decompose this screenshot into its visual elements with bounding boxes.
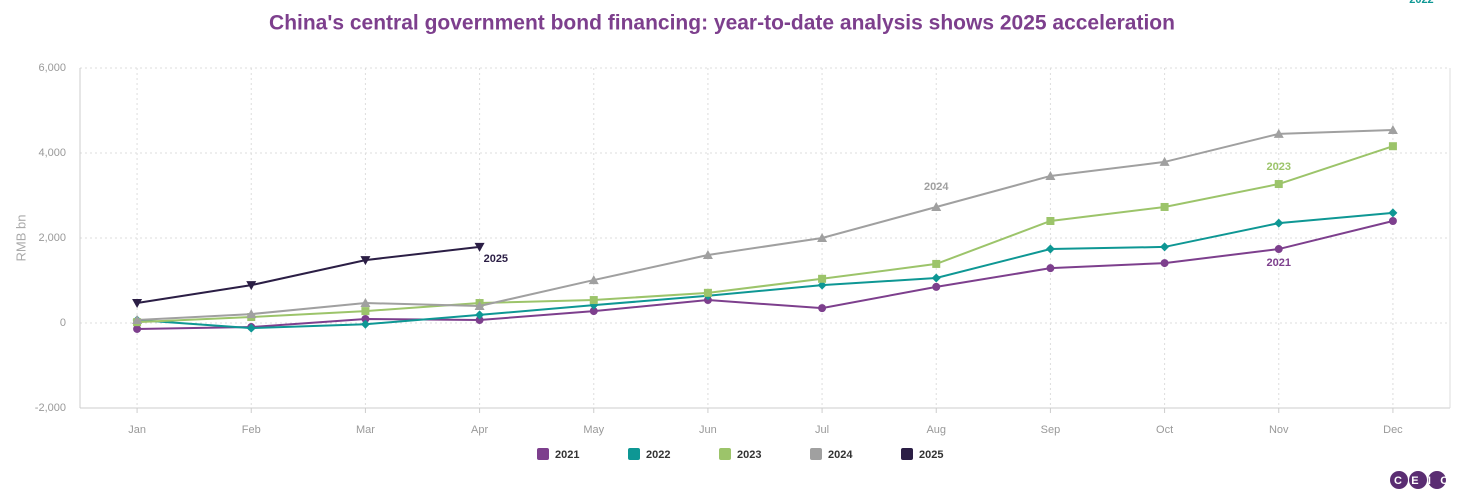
chart-title: China's central government bond financin… — [269, 12, 1175, 35]
legend-label: 2025 — [919, 449, 943, 461]
point — [1045, 170, 1056, 180]
point — [1046, 217, 1055, 225]
point — [1387, 125, 1398, 135]
x-tick-label: Dec — [1383, 424, 1403, 436]
point — [931, 273, 941, 283]
series-line — [137, 129, 1393, 322]
point — [1274, 180, 1283, 189]
legend-swatch — [628, 448, 640, 460]
point — [1046, 264, 1055, 273]
x-tick-label: Sep — [1041, 424, 1061, 436]
point — [1045, 244, 1055, 254]
point — [1159, 156, 1170, 166]
legend-swatch — [810, 448, 822, 460]
point — [1274, 218, 1284, 228]
point — [1388, 142, 1397, 151]
point — [132, 315, 143, 325]
x-tick-label: Jan — [128, 424, 146, 436]
x-tick-label: Oct — [1156, 424, 1173, 436]
x-tick-label: May — [583, 424, 604, 436]
point — [1388, 217, 1397, 225]
point — [932, 282, 941, 291]
x-tick-label: Nov — [1269, 424, 1289, 436]
logo-text: CEIC — [1394, 475, 1457, 487]
series-label: 2025 — [484, 253, 508, 265]
point — [246, 323, 256, 333]
point — [360, 298, 371, 308]
logo-dot — [1409, 471, 1427, 489]
series-line — [137, 220, 1394, 330]
point — [246, 281, 257, 291]
x-tick-label: Jul — [815, 424, 829, 436]
point — [1160, 259, 1169, 268]
point — [360, 319, 370, 329]
point — [475, 310, 485, 320]
point — [474, 242, 485, 252]
logo: CEIC — [1390, 471, 1457, 489]
legend-label: 2022 — [646, 449, 670, 461]
y-axis-label: RMB bn — [13, 215, 28, 262]
y-tick-label: 6,000 — [38, 62, 66, 74]
y-tick-label: 0 — [60, 317, 66, 329]
point — [133, 324, 142, 333]
point — [1274, 245, 1283, 254]
legend-swatch — [719, 448, 731, 460]
x-tick-label: Feb — [242, 424, 261, 436]
point — [588, 275, 599, 285]
legend-label: 2023 — [737, 449, 761, 461]
y-tick-label: 4,000 — [38, 147, 66, 159]
point — [360, 256, 371, 266]
legend-label: 2024 — [828, 449, 853, 461]
point — [589, 296, 598, 305]
legend-swatch — [901, 448, 913, 460]
point — [702, 250, 713, 259]
point — [475, 316, 484, 325]
point — [818, 304, 827, 313]
legend-swatch — [537, 448, 549, 460]
point — [932, 259, 941, 268]
series-label: 2022 — [1409, 0, 1433, 6]
y-tick-label: -2,000 — [35, 402, 66, 414]
point — [1273, 128, 1284, 138]
point — [818, 274, 827, 283]
series-label: 2023 — [1267, 161, 1291, 173]
y-tick-label: 2,000 — [38, 232, 66, 244]
point — [817, 233, 828, 242]
point — [361, 314, 370, 323]
x-tick-label: Jun — [699, 424, 717, 436]
point — [931, 201, 942, 211]
series-line — [136, 245, 480, 305]
point — [474, 301, 485, 310]
logo-dot — [1390, 471, 1408, 489]
point — [589, 307, 598, 316]
point — [703, 288, 712, 297]
point — [361, 307, 370, 316]
point — [817, 280, 827, 290]
point — [246, 309, 257, 319]
point — [132, 299, 143, 309]
series-line — [137, 145, 1394, 324]
series-label: 2021 — [1267, 257, 1291, 269]
legend-label: 2021 — [555, 449, 579, 461]
point — [1388, 208, 1398, 218]
x-tick-label: Mar — [356, 424, 375, 436]
point — [1160, 202, 1169, 211]
logo-dot — [1428, 471, 1446, 489]
x-tick-label: Aug — [926, 424, 946, 436]
series-line — [137, 211, 1394, 330]
series-label: 2024 — [924, 181, 949, 193]
point — [1160, 242, 1170, 252]
x-tick-label: Apr — [471, 424, 488, 436]
